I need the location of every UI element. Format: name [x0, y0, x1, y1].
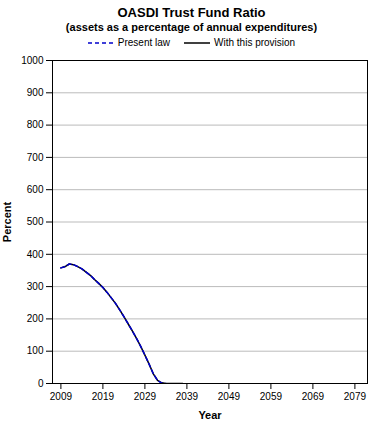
- svg-text:700: 700: [27, 152, 44, 163]
- html-text:OASDI Trust Fund Ratio: OASDI Trust Fund Ratio: [117, 5, 266, 20]
- svg-text:2009: 2009: [50, 391, 73, 402]
- svg-text:2029: 2029: [134, 391, 157, 402]
- svg-text:500: 500: [27, 216, 44, 227]
- svg-text:2039: 2039: [176, 391, 199, 402]
- html-text:(assets as a percentage of ann: (assets as a percentage of annual expend…: [65, 21, 318, 33]
- svg-text:800: 800: [27, 119, 44, 130]
- svg-text:600: 600: [27, 184, 44, 195]
- svg-text:Year: Year: [198, 409, 222, 421]
- svg-text:Percent: Percent: [1, 201, 13, 242]
- svg-text:0: 0: [38, 378, 44, 389]
- svg-text:400: 400: [27, 249, 44, 260]
- svg-text:200: 200: [27, 313, 44, 324]
- svg-text:2019: 2019: [92, 391, 115, 402]
- svg-text:2059: 2059: [260, 391, 283, 402]
- svg-text:2069: 2069: [302, 391, 325, 402]
- html-text:With this provision: With this provision: [214, 37, 296, 48]
- svg-text:100: 100: [27, 345, 44, 356]
- svg-text:2049: 2049: [218, 391, 241, 402]
- html-text:Present law: Present law: [117, 37, 170, 48]
- svg-text:2079: 2079: [344, 391, 367, 402]
- svg-text:900: 900: [27, 87, 44, 98]
- svg-text:1000: 1000: [21, 55, 44, 66]
- svg-text:300: 300: [27, 281, 44, 292]
